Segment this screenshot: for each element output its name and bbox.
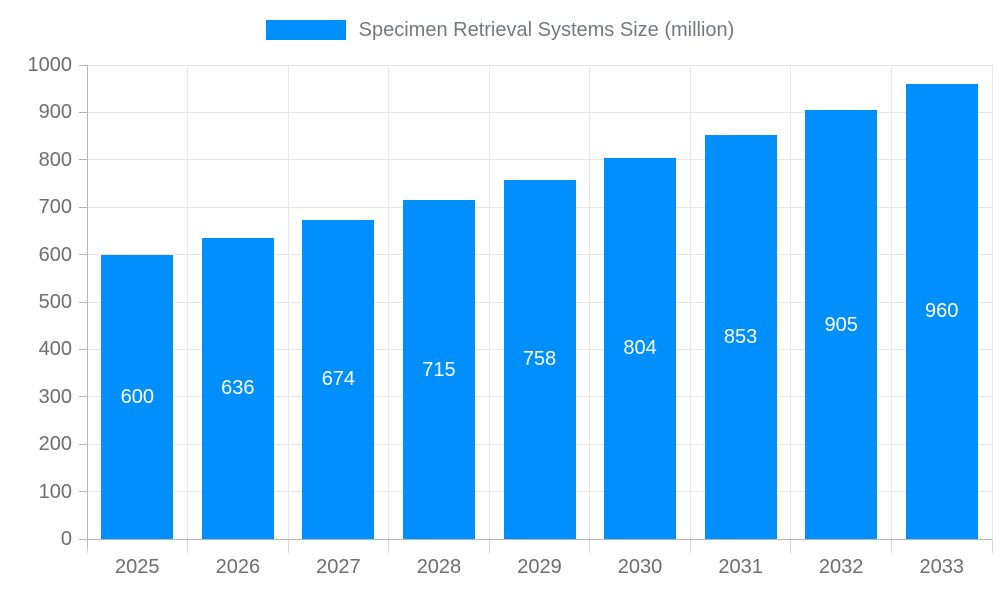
x-axis-tick-label: 2033 — [919, 556, 964, 578]
x-axis-tick — [187, 539, 189, 553]
y-axis-tick — [79, 301, 87, 303]
y-axis-tick — [79, 396, 87, 398]
y-axis-tick — [79, 348, 87, 350]
gridline-vertical — [890, 65, 892, 539]
y-axis-tick-label: 0 — [60, 528, 72, 550]
x-axis-tick-label: 2030 — [617, 556, 663, 578]
gridline-vertical — [689, 65, 691, 539]
x-axis-tick — [388, 539, 390, 553]
y-axis-tick-label: 700 — [38, 196, 72, 219]
y-axis-tick — [79, 538, 87, 540]
bar[interactable] — [101, 254, 174, 539]
y-axis-tick-label: 300 — [38, 385, 72, 408]
y-axis-tick-label: 100 — [38, 480, 72, 503]
y-axis-tick-label: 800 — [38, 148, 72, 171]
bar[interactable] — [805, 110, 878, 539]
x-axis-tick — [488, 539, 490, 553]
y-axis-tick-label: 500 — [38, 291, 72, 313]
bar-value-label: 804 — [623, 337, 657, 360]
gridline-horizontal — [87, 111, 992, 113]
bar[interactable] — [302, 219, 375, 539]
y-axis-tick-label: 1000 — [27, 54, 73, 76]
bar[interactable] — [201, 237, 274, 539]
bar-value-label: 905 — [824, 313, 858, 336]
legend-swatch — [265, 20, 346, 40]
x-axis-tick-label: 2032 — [818, 556, 864, 578]
y-axis-tick — [79, 491, 87, 493]
legend-label: Specimen Retrieval Systems Size (million… — [358, 19, 735, 41]
x-axis-tick-label: 2031 — [718, 556, 763, 578]
bar[interactable] — [704, 134, 777, 539]
y-axis-tick-label: 400 — [38, 338, 72, 361]
x-axis-tick — [589, 539, 591, 553]
x-axis-tick-label: 2026 — [215, 556, 261, 578]
y-axis-tick — [79, 159, 87, 161]
x-axis-tick — [991, 539, 993, 553]
x-axis-tick — [890, 539, 892, 553]
bar[interactable] — [905, 83, 978, 539]
x-axis-line — [87, 538, 992, 540]
y-axis-tick — [79, 64, 87, 66]
gridline-vertical — [991, 65, 993, 539]
gridline-vertical — [287, 65, 289, 539]
bar-value-label: 715 — [422, 358, 456, 381]
gridline-vertical — [488, 65, 490, 539]
gridline-vertical — [187, 65, 189, 539]
y-axis-tick-label: 200 — [38, 433, 72, 456]
x-axis-tick — [689, 539, 691, 553]
bar-value-label: 636 — [221, 377, 255, 400]
y-axis-tick — [79, 111, 87, 113]
x-axis-tick-label: 2027 — [316, 556, 361, 578]
x-axis-tick — [287, 539, 289, 553]
bar-value-label: 758 — [522, 348, 557, 371]
y-axis-tick-label: 600 — [38, 243, 72, 266]
gridline-vertical — [790, 65, 792, 539]
y-axis-tick-label: 900 — [38, 101, 72, 124]
gridline-horizontal — [87, 159, 992, 161]
bar[interactable] — [604, 157, 677, 539]
y-axis-line — [86, 65, 88, 547]
gridline-vertical — [589, 65, 591, 539]
bar[interactable] — [402, 200, 475, 539]
x-axis-tick-label: 2028 — [416, 556, 462, 578]
gridline-horizontal — [87, 64, 992, 66]
y-axis-tick — [79, 443, 87, 445]
x-axis-tick-label: 2025 — [115, 556, 160, 578]
y-axis-tick — [79, 206, 87, 208]
bar-value-label: 853 — [723, 325, 758, 348]
bar-value-label: 960 — [925, 300, 959, 323]
gridline-vertical — [388, 65, 390, 539]
bar-value-label: 674 — [321, 368, 356, 391]
y-axis-tick — [79, 254, 87, 256]
x-axis-tick-label: 2029 — [517, 556, 562, 578]
legend-item[interactable]: Specimen Retrieval Systems Size (million… — [0, 18, 1000, 42]
bar[interactable] — [503, 179, 576, 539]
x-axis-tick — [790, 539, 792, 553]
bar-value-label: 600 — [120, 385, 154, 408]
